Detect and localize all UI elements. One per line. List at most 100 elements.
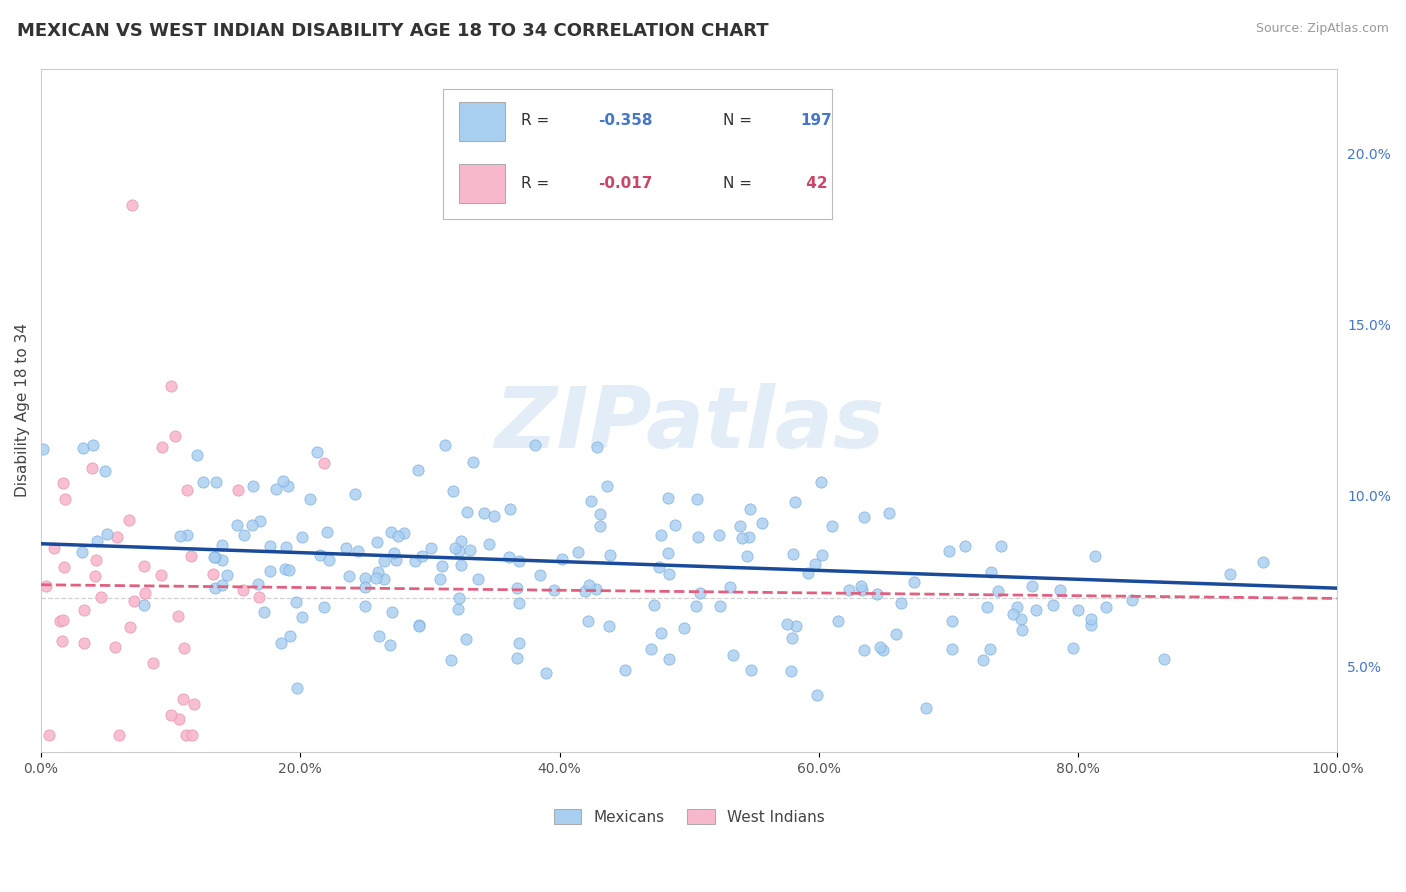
Point xyxy=(308,548,330,562)
Point xyxy=(472,506,495,520)
Point xyxy=(1095,600,1118,615)
Point xyxy=(408,618,430,632)
Point xyxy=(720,580,742,594)
Text: Source: ZipAtlas.com: Source: ZipAtlas.com xyxy=(1256,22,1389,36)
Point xyxy=(387,529,409,543)
Point xyxy=(852,509,875,524)
Point xyxy=(406,463,429,477)
Point xyxy=(366,571,388,585)
Point xyxy=(1002,607,1025,621)
Point xyxy=(505,582,527,596)
Point xyxy=(478,537,501,551)
Point xyxy=(142,657,165,671)
Point xyxy=(169,528,191,542)
Point xyxy=(810,475,832,489)
Point xyxy=(941,614,963,628)
Point xyxy=(204,549,226,564)
Point xyxy=(353,580,375,594)
Point xyxy=(204,581,226,595)
Point xyxy=(643,598,665,612)
Point xyxy=(167,713,190,727)
Point xyxy=(104,640,127,655)
Point xyxy=(751,516,773,531)
Point xyxy=(953,539,976,553)
Point xyxy=(373,553,395,567)
Point xyxy=(731,531,754,545)
Point xyxy=(941,641,963,656)
Point xyxy=(378,638,401,652)
Point xyxy=(686,530,709,544)
Point xyxy=(242,478,264,492)
Point xyxy=(122,593,145,607)
Point xyxy=(120,620,142,634)
Point xyxy=(852,643,875,657)
Point xyxy=(274,562,297,576)
Point xyxy=(709,599,731,613)
Point xyxy=(804,557,827,571)
Point xyxy=(305,445,328,459)
Point xyxy=(664,518,686,533)
Point xyxy=(866,587,889,601)
Point xyxy=(90,591,112,605)
Point xyxy=(83,569,105,583)
Point xyxy=(728,518,751,533)
Point xyxy=(449,544,471,558)
Point xyxy=(73,636,96,650)
Point xyxy=(1121,593,1143,607)
Point xyxy=(96,527,118,541)
Point xyxy=(183,697,205,711)
Point xyxy=(658,652,681,666)
Point xyxy=(392,525,415,540)
Point xyxy=(640,642,662,657)
Point xyxy=(201,566,224,581)
Point xyxy=(264,483,287,497)
Point xyxy=(172,692,194,706)
Point xyxy=(450,533,472,548)
Point xyxy=(82,460,104,475)
Legend: Mexicans, West Indians: Mexicans, West Indians xyxy=(546,801,832,832)
Point xyxy=(354,571,377,585)
Point xyxy=(827,614,849,628)
Point xyxy=(107,530,129,544)
Point xyxy=(52,475,75,490)
Point xyxy=(259,539,281,553)
Point xyxy=(650,528,672,542)
Point xyxy=(576,614,599,628)
Point xyxy=(1062,641,1084,656)
Point xyxy=(166,609,188,624)
Point xyxy=(574,584,596,599)
Point xyxy=(567,545,589,559)
Point xyxy=(347,544,370,558)
Point xyxy=(458,543,481,558)
Point xyxy=(247,591,270,605)
Point xyxy=(508,636,530,650)
Point xyxy=(72,441,94,455)
Point xyxy=(886,627,908,641)
Point xyxy=(343,487,366,501)
Point xyxy=(447,591,470,606)
Point xyxy=(173,640,195,655)
Point xyxy=(484,508,506,523)
Point xyxy=(176,483,198,498)
Point xyxy=(134,586,156,600)
Point xyxy=(588,508,610,522)
Point xyxy=(657,546,679,560)
Point xyxy=(938,544,960,558)
Point xyxy=(232,583,254,598)
Point xyxy=(980,565,1002,579)
Point xyxy=(163,429,186,443)
Point xyxy=(132,598,155,612)
Point xyxy=(1005,599,1028,614)
Point xyxy=(271,474,294,488)
Point xyxy=(979,642,1001,657)
Point xyxy=(73,603,96,617)
Point xyxy=(657,566,679,581)
Point xyxy=(498,549,520,564)
Point xyxy=(689,586,711,600)
Point xyxy=(461,455,484,469)
Point xyxy=(94,464,117,478)
Point xyxy=(380,524,402,539)
Point xyxy=(581,494,603,508)
Point xyxy=(806,688,828,702)
Point xyxy=(785,619,807,633)
